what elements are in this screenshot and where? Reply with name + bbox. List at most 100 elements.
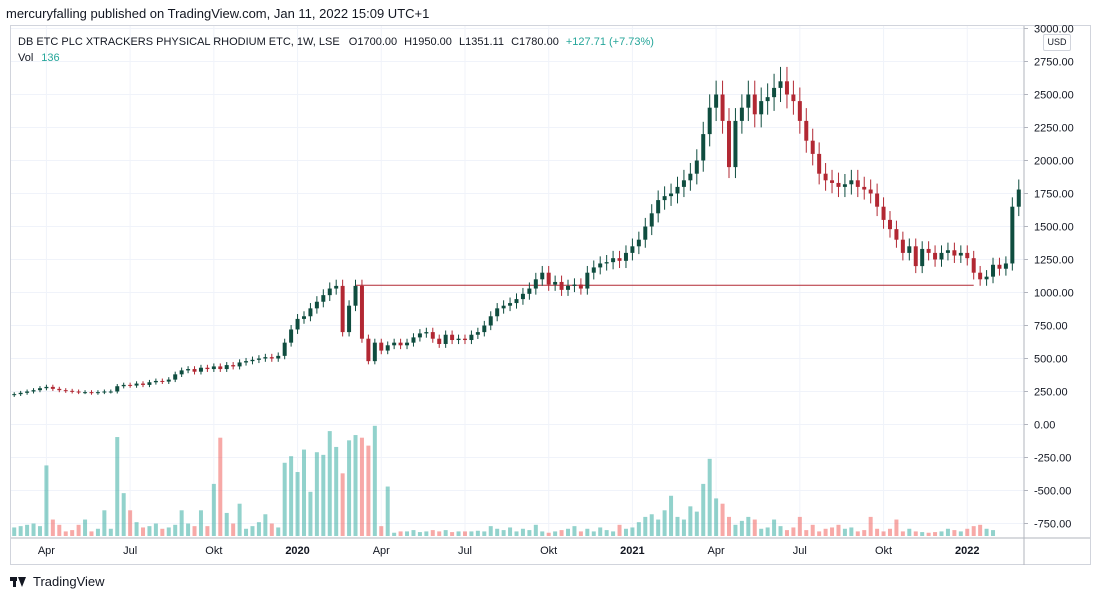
volume-legend: Vol 136: [18, 52, 60, 64]
volume-bar: [179, 510, 184, 536]
volume-bar: [63, 531, 68, 536]
x-tick-label: Jul: [458, 545, 472, 557]
candle-body: [578, 284, 583, 289]
volume-bar: [450, 532, 455, 536]
candle-body: [417, 333, 422, 338]
volume-bar: [566, 528, 571, 536]
candle-body: [18, 392, 23, 395]
candle-body: [978, 272, 983, 280]
y-tick-label: 1500.00: [1034, 222, 1074, 234]
candle-body: [166, 379, 171, 382]
candle-body: [855, 180, 860, 187]
volume-bar: [25, 524, 30, 536]
candle-body: [939, 252, 944, 260]
candle-body: [211, 366, 216, 370]
y-tick-label: 2000.00: [1034, 156, 1074, 168]
volume-bar: [630, 527, 635, 536]
volume-bar: [810, 524, 815, 536]
brand-name: TradingView: [33, 574, 105, 589]
candle-body: [868, 189, 873, 194]
candle-body: [598, 263, 603, 268]
candle-body: [591, 267, 596, 273]
volume-bar: [392, 532, 397, 536]
candle-body: [623, 252, 628, 261]
candle-body: [469, 334, 474, 341]
volume-bar: [714, 498, 719, 536]
volume-bar: [244, 528, 249, 536]
candle-body: [559, 281, 564, 290]
candle-body: [1016, 189, 1021, 207]
candle-body: [244, 361, 249, 363]
volume-bar: [456, 531, 461, 536]
volume-bar: [881, 531, 886, 536]
volume-bar: [804, 530, 809, 536]
candle-body: [398, 342, 403, 346]
volume-bar: [121, 493, 126, 536]
change-value: +127.71 (+7.73%): [565, 36, 654, 48]
candle-body: [765, 97, 770, 102]
candle-body: [366, 338, 371, 362]
volume-bar: [643, 516, 648, 536]
candle-body: [566, 285, 571, 290]
candle-body: [89, 392, 94, 394]
y-tick-label: 250.00: [1034, 387, 1068, 399]
x-tick-label: Jul: [793, 545, 807, 557]
candle-body: [353, 285, 358, 306]
volume-bar: [308, 491, 313, 536]
candle-body: [12, 394, 17, 396]
volume-bar: [276, 527, 281, 536]
volume-bar: [411, 530, 416, 536]
volume-bar: [662, 510, 667, 536]
open-label: O: [348, 36, 358, 48]
candle-body: [849, 180, 854, 185]
candle-body: [405, 342, 410, 346]
candle-body: [791, 94, 796, 102]
volume-bar: [559, 530, 564, 536]
candle-body: [302, 316, 306, 319]
candle-body: [508, 303, 513, 306]
volume-bar: [920, 532, 925, 536]
candle-body: [102, 391, 107, 393]
volume-bar: [508, 527, 513, 536]
candle-body: [70, 390, 75, 392]
volume-bar: [752, 519, 757, 536]
y-tick-label: 2500.00: [1034, 90, 1074, 102]
high-label: H: [404, 36, 413, 48]
volume-bar: [965, 528, 970, 536]
candle-body: [256, 358, 261, 360]
candle-body: [984, 276, 989, 280]
candle-body: [804, 120, 809, 141]
candle-body: [134, 383, 139, 386]
candle-body: [57, 388, 62, 391]
volume-bar: [405, 531, 410, 536]
volume-bar: [649, 514, 654, 536]
candle-body: [739, 107, 744, 121]
volume-value: 136: [41, 52, 60, 64]
volume-bar: [598, 527, 603, 536]
chart-frame[interactable]: [10, 25, 1091, 565]
volume-bar: [520, 528, 525, 536]
candle-body: [662, 196, 667, 201]
candle-body: [520, 293, 525, 300]
candle-body: [714, 94, 719, 108]
candle-body: [108, 391, 113, 393]
volume-bar: [385, 486, 390, 536]
candle-body: [991, 264, 996, 277]
volume-bar: [57, 524, 62, 536]
candle-body: [63, 390, 68, 392]
volume-bar: [746, 516, 751, 536]
candle-body: [920, 248, 925, 267]
currency-badge[interactable]: USD: [1043, 34, 1071, 51]
close-value: 1780.00: [519, 36, 559, 48]
y-tick-label: 1000.00: [1034, 288, 1074, 300]
candle-body: [31, 390, 36, 392]
volume-bar: [366, 445, 371, 536]
candle-body: [475, 332, 480, 335]
volume-bar: [314, 452, 319, 536]
candle-body: [630, 246, 635, 253]
candle-body: [875, 193, 880, 207]
volume-bar: [772, 519, 777, 536]
x-tick-label: Okt: [540, 545, 557, 557]
volume-bar: [469, 531, 474, 536]
